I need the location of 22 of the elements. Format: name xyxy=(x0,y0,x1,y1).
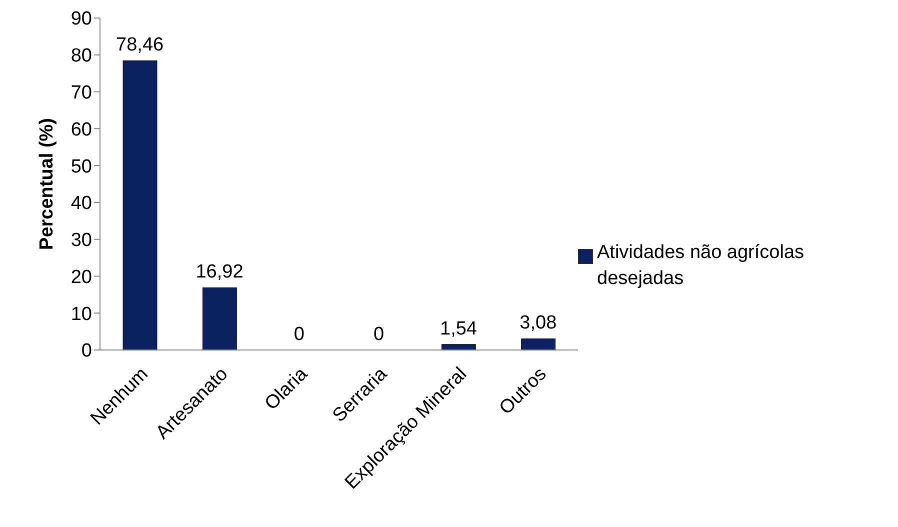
y-tick-label: 60 xyxy=(70,119,92,140)
data-label: 0 xyxy=(294,324,304,345)
data-label: 3,08 xyxy=(520,312,557,334)
bar xyxy=(122,60,158,350)
y-tick-label: 30 xyxy=(70,230,92,252)
y-tick-label: 50 xyxy=(70,156,92,178)
y-tick-label: 70 xyxy=(70,82,92,104)
y-tick-label: 0 xyxy=(81,340,92,362)
y-tick-label: 10 xyxy=(70,304,92,325)
y-tick-label: 20 xyxy=(70,266,92,288)
y-tick-label: 90 xyxy=(70,8,92,30)
data-label: 0 xyxy=(374,324,384,345)
y-tick-label: 40 xyxy=(70,193,92,214)
data-label: 78,46 xyxy=(116,34,164,56)
legend-label: Atividades não agrícolas desejadas xyxy=(597,240,806,290)
data-label: 16,92 xyxy=(196,262,244,283)
data-label: 1,54 xyxy=(440,318,478,340)
bar xyxy=(521,338,556,350)
y-tick-label: 80 xyxy=(70,46,92,67)
bar xyxy=(441,344,476,350)
y-axis-title: Percentual (%) xyxy=(36,118,58,250)
bar xyxy=(202,287,237,350)
